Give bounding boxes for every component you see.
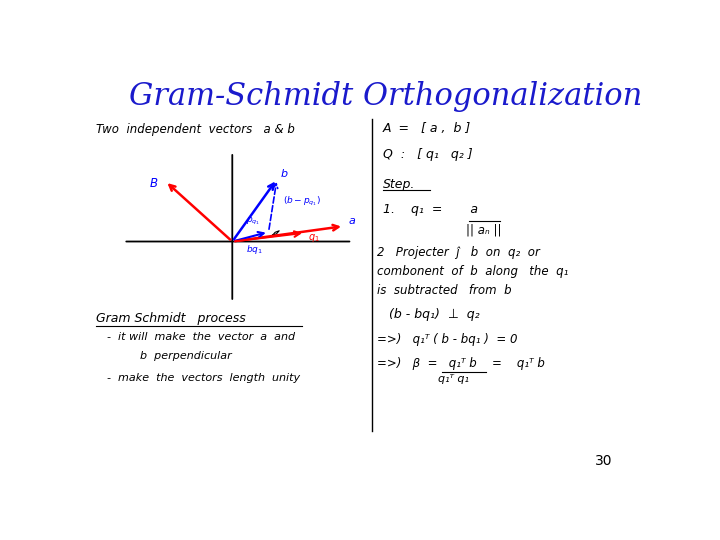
Text: A  =   [ a ,  b ]: A = [ a , b ]	[383, 122, 471, 135]
Text: -  it will  make  the  vector  a  and: - it will make the vector a and	[107, 332, 295, 342]
Text: -  make  the  vectors  length  unity: - make the vectors length unity	[107, 373, 300, 383]
Text: $bq_1$: $bq_1$	[246, 243, 264, 256]
Text: =    q₁ᵀ b: = q₁ᵀ b	[492, 357, 544, 370]
Text: Gram-Schmidt Orthogonalization: Gram-Schmidt Orthogonalization	[129, 82, 642, 112]
Text: Gram Schmidt   process: Gram Schmidt process	[96, 312, 246, 325]
Text: 2   Projecter  ĵ   b  on  q₂  or: 2 Projecter ĵ b on q₂ or	[377, 246, 540, 259]
Text: combonent  of  b  along   the  q₁: combonent of b along the q₁	[377, 265, 569, 278]
Text: $a$: $a$	[348, 216, 356, 226]
Text: Two  independent  vectors   a & b: Two independent vectors a & b	[96, 123, 294, 136]
Text: 30: 30	[595, 454, 612, 468]
Text: Step.: Step.	[383, 178, 415, 191]
Text: (b - bq₁)  ⊥  q₂: (b - bq₁) ⊥ q₂	[389, 308, 479, 321]
Text: $B$: $B$	[148, 178, 158, 191]
Text: $q_1$: $q_1$	[307, 232, 320, 244]
Text: =>)   q₁ᵀ ( b - bq₁ )  = 0: =>) q₁ᵀ ( b - bq₁ ) = 0	[377, 333, 518, 346]
Text: is  subtracted   from  b: is subtracted from b	[377, 284, 512, 297]
Text: $(b-p_{q_1})$: $(b-p_{q_1})$	[282, 195, 320, 208]
Text: b  perpendicular: b perpendicular	[140, 351, 232, 361]
Text: q₁ᵀ q₁: q₁ᵀ q₁	[438, 374, 469, 384]
Text: || aₙ ||: || aₙ ||	[466, 224, 501, 237]
Text: =>)   β  =   q₁ᵀ b: =>) β = q₁ᵀ b	[377, 357, 477, 370]
Text: $b$: $b$	[280, 167, 288, 179]
Text: Q  :   [ q₁   q₂ ]: Q : [ q₁ q₂ ]	[383, 148, 472, 161]
Text: $p_{q_1}$: $p_{q_1}$	[246, 216, 261, 227]
Text: 1.    q₁  =       a: 1. q₁ = a	[383, 203, 478, 216]
